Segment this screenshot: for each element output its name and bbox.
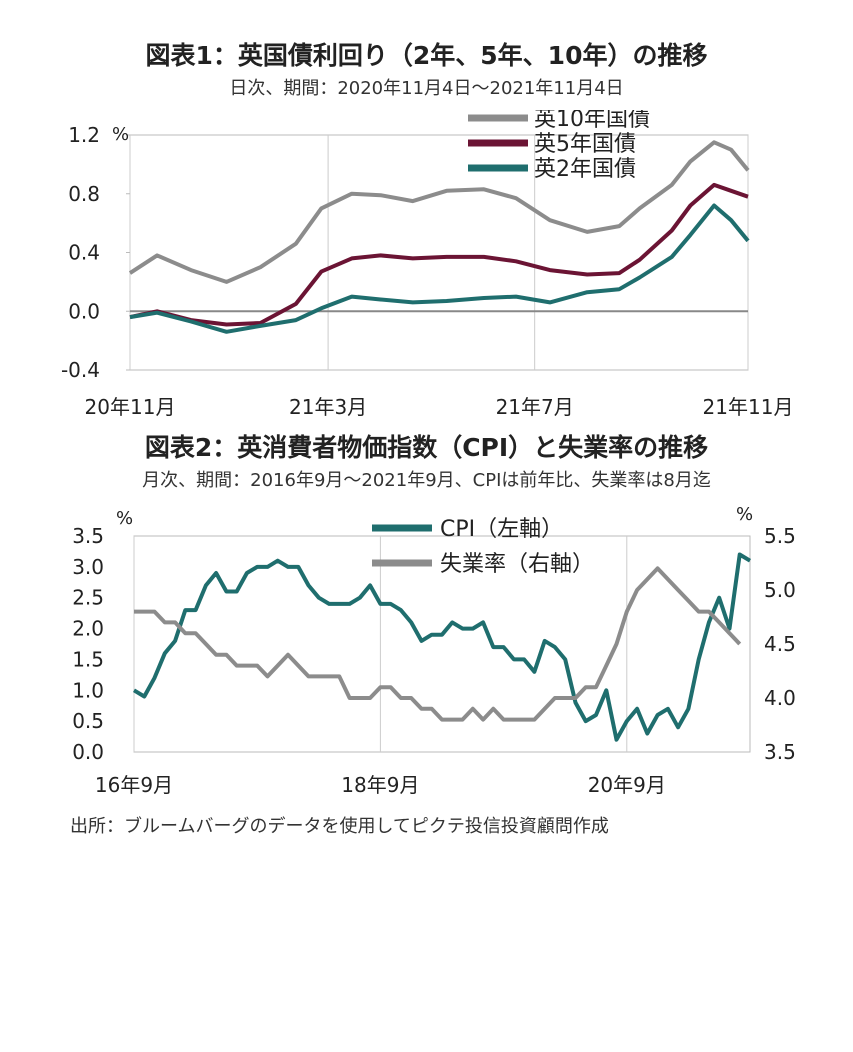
y-left-tick-label: 3.5 [72, 524, 104, 548]
y-tick-label: 0.8 [68, 182, 100, 206]
series-line [132, 552, 752, 742]
source-note: 出所：ブルームバーグのデータを使用してピクテ投信投資顧問作成 [70, 816, 609, 837]
x-tick-label: 21年11月 [703, 395, 794, 419]
x-tick-label: 16年9月 [95, 773, 173, 797]
legend-label: 英2年国債 [534, 157, 636, 182]
y-tick-label: 0.4 [68, 241, 100, 265]
y-right-tick-label: 4.0 [764, 686, 796, 710]
y-right-tick-label: 5.0 [764, 578, 796, 602]
x-tick-label: 21年7月 [496, 395, 574, 419]
y-tick-label: 1.2 [68, 123, 100, 147]
chart2-title: 図表2：英消費者物価指数（CPI）と失業率の推移 [144, 433, 709, 462]
x-tick-label: 18年9月 [341, 773, 419, 797]
y-right-tick-label: 4.5 [764, 632, 796, 656]
y-right-unit: % [736, 504, 753, 525]
y-right-tick-label: 5.5 [764, 524, 796, 548]
chart1-title: 図表1：英国債利回り（2年、5年、10年）の推移 [145, 41, 708, 70]
x-tick-label: 20年11月 [85, 395, 176, 419]
y-left-tick-label: 2.5 [72, 586, 104, 610]
chart2-subtitle: 月次、期間：2016年9月～2021年9月、CPIは前年比、失業率は8月迄 [142, 470, 711, 491]
legend-label: CPI（左軸） [440, 517, 563, 542]
legend-label: 英10年国債 [534, 110, 650, 132]
plot-frame [129, 134, 749, 371]
legend-label: 英5年国債 [534, 132, 636, 157]
y-left-tick-label: 2.0 [72, 617, 104, 641]
y-left-tick-label: 1.0 [72, 678, 104, 702]
x-tick-label: 20年9月 [588, 773, 666, 797]
y-axis-unit: % [112, 124, 129, 145]
chart1-subtitle: 日次、期間：2020年11月4日～2021年11月4日 [229, 78, 624, 99]
y-left-tick-label: 0.5 [72, 709, 104, 733]
y-tick-label: 0.0 [68, 299, 100, 323]
series-line [129, 203, 750, 334]
legend-label: 失業率（右軸） [440, 552, 594, 577]
chart2-cpi-unemployment: 16年9月 18年9月 20年9月 3.5 3.0 2.5 2.0 1.5 1.0 0.5 0.0 5… [72, 504, 796, 797]
x-tick-label: 21年3月 [289, 395, 367, 419]
chart1-yields: 20年11月 21年3月 21年7月 21年11月 1.2 0.8 0.4 0.0 -0.4% 英… [61, 110, 794, 419]
y-left-tick-label: 3.0 [72, 555, 104, 579]
y-tick-label: -0.4 [61, 358, 100, 382]
y-left-unit: % [116, 508, 133, 529]
series-line [128, 140, 750, 284]
y-right-tick-label: 3.5 [764, 740, 796, 764]
series-line [129, 182, 749, 327]
series-line [134, 566, 742, 722]
y-left-tick-label: 1.5 [72, 647, 104, 671]
y-left-tick-label: 0.0 [72, 740, 104, 764]
